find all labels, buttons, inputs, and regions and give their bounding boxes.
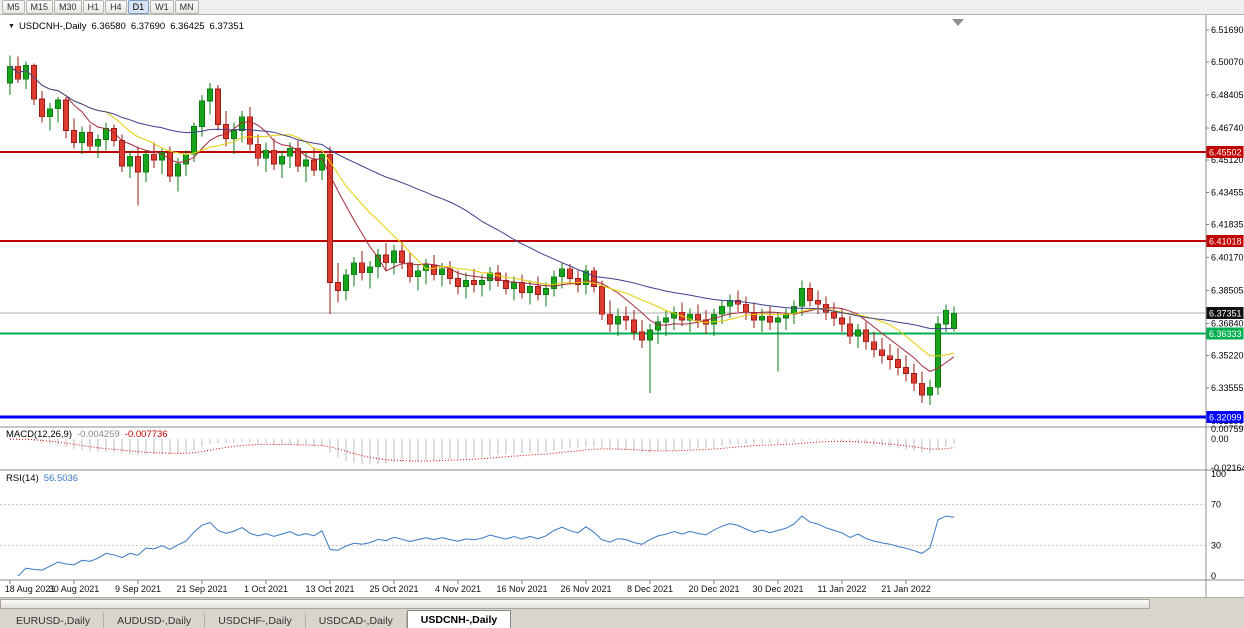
rsi-line [17, 515, 955, 577]
legend-symbol: USDCNH-,Daily [18, 21, 87, 32]
svg-text:13 Oct 2021: 13 Oct 2021 [305, 584, 354, 594]
svg-text:26 Nov 2021: 26 Nov 2021 [560, 584, 611, 594]
rsi-label: RSI(14) 56.5036 [6, 473, 78, 484]
timeframe-button-m30[interactable]: M30 [54, 0, 82, 14]
svg-text:0: 0 [1211, 571, 1216, 581]
legend-high: 6.37690 [130, 21, 166, 32]
svg-text:6.32099: 6.32099 [1209, 412, 1242, 422]
timeframe-button-d1[interactable]: D1 [127, 0, 150, 14]
svg-text:6.45120: 6.45120 [1211, 155, 1244, 165]
horizontal-scrollbar-thumb[interactable] [0, 599, 1150, 609]
svg-text:6.41835: 6.41835 [1211, 220, 1244, 230]
svg-text:6.40170: 6.40170 [1211, 253, 1244, 263]
svg-text:6.35220: 6.35220 [1211, 350, 1244, 360]
svg-text:6.46740: 6.46740 [1211, 123, 1244, 133]
price-badge-6.32099: 6.32099 [1206, 410, 1244, 423]
tab-usdcnh-daily[interactable]: USDCNH-,Daily [406, 610, 512, 628]
svg-text:18 Aug 2021: 18 Aug 2021 [5, 584, 56, 594]
svg-text:70: 70 [1211, 500, 1221, 510]
chart-shift-marker-icon[interactable] [952, 19, 964, 26]
svg-text:6.36333: 6.36333 [1209, 329, 1242, 339]
svg-text:4 Nov 2021: 4 Nov 2021 [435, 584, 481, 594]
rsi-value: 56.5036 [43, 473, 79, 484]
price-badge-6.36333: 6.36333 [1206, 327, 1244, 340]
svg-text:21 Sep 2021: 21 Sep 2021 [176, 584, 227, 594]
timeframe-button-w1[interactable]: W1 [150, 0, 174, 14]
svg-text:1 Oct 2021: 1 Oct 2021 [244, 584, 288, 594]
timeframe-button-m5[interactable]: M5 [2, 0, 25, 14]
legend-open: 6.36580 [91, 21, 126, 32]
svg-text:30: 30 [1211, 540, 1221, 550]
symbol-dropdown-icon[interactable]: ▼ [8, 23, 15, 30]
candles [7, 55, 957, 406]
svg-text:6.36840: 6.36840 [1211, 318, 1244, 328]
chart-legend: ▼ USDCNH-,Daily 6.36580 6.37690 6.36425 … [8, 21, 244, 32]
svg-text:6.48405: 6.48405 [1211, 90, 1244, 100]
tab-eurusd-daily[interactable]: EURUSD-,Daily [3, 613, 105, 628]
svg-text:11 Jan 2022: 11 Jan 2022 [818, 584, 867, 594]
macd-signal-value: -0.007736 [124, 429, 168, 440]
price-axis: 6.51690 6.50070 6.48405 6.46740 6.45120 6.434… [1206, 25, 1244, 581]
rsi-guides [0, 504, 1206, 546]
moving-average-line-ma-mid [9, 65, 955, 357]
macd-name: MACD(12,26,9) [6, 429, 72, 440]
tab-usdcad-daily[interactable]: USDCAD-,Daily [306, 613, 407, 628]
svg-text:6.38505: 6.38505 [1211, 285, 1244, 295]
timeframe-button-h4[interactable]: H4 [105, 0, 127, 14]
price-badge-6.41018: 6.41018 [1206, 234, 1244, 247]
legend-close: 6.37351 [209, 21, 244, 32]
moving-average-line-ma-slow [9, 65, 955, 330]
timeframe-button-mn[interactable]: MN [174, 0, 199, 14]
svg-text:6.37351: 6.37351 [1209, 309, 1242, 319]
svg-text:6.45502: 6.45502 [1209, 148, 1242, 158]
svg-text:30 Aug 2021: 30 Aug 2021 [49, 584, 100, 594]
macd-main-value: -0.004259 [77, 429, 120, 440]
legend-low: 6.36425 [170, 21, 205, 32]
svg-text:20 Dec 2021: 20 Dec 2021 [688, 584, 739, 594]
svg-text:16 Nov 2021: 16 Nov 2021 [496, 584, 547, 594]
timeframe-button-m15[interactable]: M15 [25, 0, 54, 14]
svg-text:0.00: 0.00 [1211, 434, 1229, 444]
svg-text:25 Oct 2021: 25 Oct 2021 [369, 584, 418, 594]
timeframe-toolbar: M5 M15 M30 H1 H4 D1 W1 MN [0, 0, 1244, 15]
chart-tab-bar: EURUSD-,Daily AUDUSD-,Daily USDCHF-,Dail… [0, 610, 1244, 628]
svg-text:9 Sep 2021: 9 Sep 2021 [115, 584, 161, 594]
svg-text:100: 100 [1211, 469, 1226, 479]
svg-text:6.33555: 6.33555 [1211, 383, 1244, 393]
svg-text:6.43455: 6.43455 [1211, 188, 1244, 198]
price-badge-6.37351: 6.37351 [1206, 307, 1244, 320]
svg-text:21 Jan 2022: 21 Jan 2022 [881, 584, 931, 594]
pane-dividers [0, 15, 1244, 597]
svg-text:30 Dec 2021: 30 Dec 2021 [752, 584, 803, 594]
timeframe-button-h1[interactable]: H1 [82, 0, 105, 14]
svg-text:0.00759: 0.00759 [1211, 424, 1244, 434]
svg-text:-0.02164: -0.02164 [1211, 463, 1244, 473]
moving-average-line-ma-fast [9, 65, 955, 372]
horizontal-scrollbar[interactable] [0, 597, 1244, 610]
svg-text:6.50070: 6.50070 [1211, 57, 1244, 67]
tab-usdchf-daily[interactable]: USDCHF-,Daily [205, 613, 306, 628]
price-badge-6.45502: 6.45502 [1206, 146, 1244, 159]
macd-histogram [17, 439, 955, 465]
tab-audusd-daily[interactable]: AUDUSD-,Daily [104, 613, 206, 628]
svg-text:6.51690: 6.51690 [1211, 25, 1244, 35]
svg-text:8 Dec 2021: 8 Dec 2021 [627, 584, 673, 594]
candlestick-chart[interactable]: 6.51690 6.50070 6.48405 6.46740 6.45120 6.434… [0, 0, 1244, 597]
macd-label: MACD(12,26,9) -0.004259 -0.007736 [6, 429, 168, 440]
rsi-name: RSI(14) [6, 473, 39, 484]
svg-text:6.41018: 6.41018 [1209, 236, 1242, 246]
